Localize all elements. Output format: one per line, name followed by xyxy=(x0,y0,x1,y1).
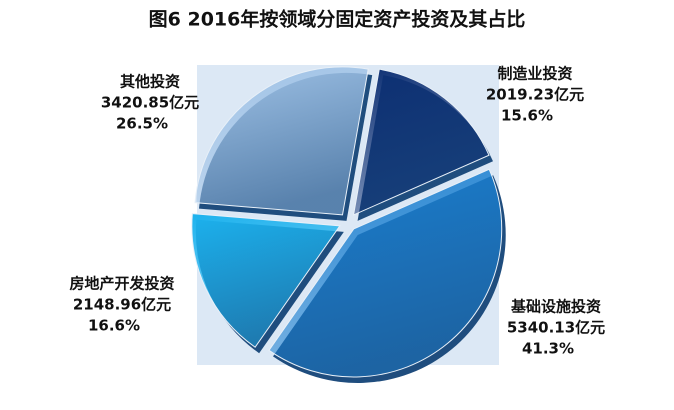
slice-label: 其他投资 xyxy=(120,73,180,91)
share-label: 15.6% xyxy=(501,107,553,125)
share-label: 41.3% xyxy=(522,340,574,358)
pie-slice xyxy=(194,66,369,216)
share-label: 26.5% xyxy=(116,115,168,133)
pie-slice xyxy=(268,168,503,378)
value-label: 2019.23亿元 xyxy=(486,86,584,104)
chart-title: 图6 2016年按领域分固定资产投资及其占比 xyxy=(149,8,526,31)
pie-slice xyxy=(352,68,490,216)
value-label: 2148.96亿元 xyxy=(73,296,171,314)
slice-label: 房地产开发投资 xyxy=(69,275,174,293)
value-label: 5340.13亿元 xyxy=(507,319,605,337)
pie-slice xyxy=(191,213,341,348)
slice-label: 基础设施投资 xyxy=(510,298,601,316)
value-label: 3420.85亿元 xyxy=(101,94,199,112)
share-label: 16.6% xyxy=(88,317,140,335)
slice-label: 制造业投资 xyxy=(497,65,572,83)
